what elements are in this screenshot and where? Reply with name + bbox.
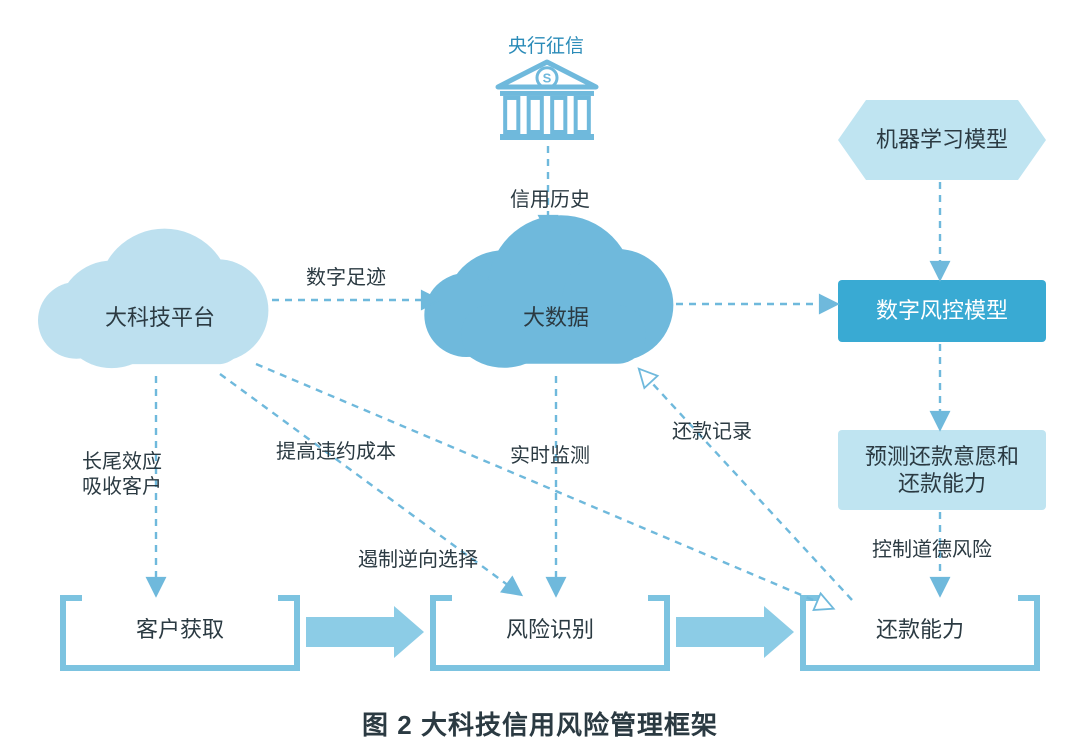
svg-text:S: S: [543, 71, 552, 86]
diagram-stage: S 央行征信机器学习模型大科技平台大数据数字风控模型预测还款意愿和还款能力客户获…: [0, 0, 1080, 752]
figure-caption: 图 2 大科技信用风险管理框架: [0, 706, 1080, 740]
svg-layer: S: [0, 0, 1080, 752]
